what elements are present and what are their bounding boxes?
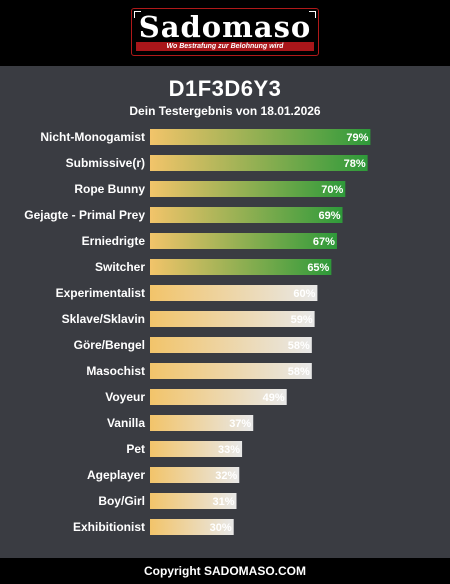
chart-row: Rope Bunny 70% [74, 181, 346, 197]
logo-corner-ornament [134, 11, 141, 18]
result-bar-chart: Nicht-Monogamist 79% Submissive(r) 78% Rope … [24, 129, 371, 535]
category-label: Experimentalist [56, 286, 145, 300]
bar [150, 415, 254, 431]
bar [150, 337, 312, 353]
sadomaso-logo[interactable]: Sadomaso Wo Bestrafung zur Belohnung wir… [131, 8, 319, 56]
value-label: 65% [307, 262, 329, 274]
value-label: 31% [212, 496, 234, 508]
category-label: Göre/Bengel [74, 338, 145, 352]
category-label: Sklave/Sklavin [62, 312, 145, 326]
bar [150, 519, 234, 535]
bar [150, 259, 332, 275]
value-label: 79% [346, 132, 368, 144]
chart-row: Ageplayer 32% [87, 467, 240, 483]
chart-row: Masochist 58% [86, 363, 312, 379]
chart-row: Gejagte - Primal Prey 69% [24, 207, 343, 223]
value-label: 78% [344, 158, 366, 170]
site-footer: Copyright SADOMASO.COM [0, 558, 450, 584]
bar [150, 155, 368, 171]
chart-row: Boy/Girl 31% [98, 493, 237, 509]
bar [150, 129, 371, 145]
value-label: 59% [291, 314, 313, 326]
bar [150, 363, 312, 379]
value-label: 58% [288, 366, 310, 378]
bar [150, 441, 243, 457]
chart-row: Pet 33% [126, 441, 243, 457]
value-label: 37% [229, 418, 251, 430]
bar [150, 207, 343, 223]
logo-corner-ornament [309, 11, 316, 18]
category-label: Boy/Girl [98, 494, 145, 508]
category-label: Pet [126, 442, 145, 456]
chart-row: Exhibitionist 30% [73, 519, 234, 535]
value-label: 30% [210, 522, 232, 534]
value-label: 67% [313, 236, 335, 248]
value-label: 70% [321, 184, 343, 196]
chart-row: Sklave/Sklavin 59% [62, 311, 315, 327]
category-label: Masochist [86, 364, 145, 378]
category-label: Voyeur [105, 390, 145, 404]
bar [150, 311, 315, 327]
result-title: D1F3D6Y3 [168, 76, 282, 101]
logo-tagline: Wo Bestrafung zur Belohnung wird [136, 42, 314, 51]
value-label: 60% [293, 288, 315, 300]
category-label: Rope Bunny [74, 182, 145, 196]
value-label: 58% [288, 340, 310, 352]
category-label: Submissive(r) [66, 156, 145, 170]
chart-row: Nicht-Monogamist 79% [40, 129, 371, 145]
category-label: Switcher [95, 260, 145, 274]
value-label: 32% [215, 470, 237, 482]
value-label: 33% [218, 444, 240, 456]
chart-row: Switcher 65% [95, 259, 332, 275]
chart-row: Vanilla 37% [107, 415, 254, 431]
category-label: Exhibitionist [73, 520, 145, 534]
chart-row: Göre/Bengel 58% [74, 337, 312, 353]
category-label: Erniedrigte [82, 234, 146, 248]
bar [150, 285, 318, 301]
chart-row: Erniedrigte 67% [82, 233, 337, 249]
value-label: 69% [318, 210, 340, 222]
bar [150, 233, 337, 249]
result-subtitle: Dein Testergebnis von 18.01.2026 [129, 104, 321, 118]
category-label: Nicht-Monogamist [40, 130, 145, 144]
category-label: Vanilla [107, 416, 145, 430]
bar [150, 389, 287, 405]
category-label: Ageplayer [87, 468, 145, 482]
value-label: 49% [263, 392, 285, 404]
logo-wordmark: Sadomaso [138, 10, 312, 44]
bar [150, 467, 240, 483]
bar [150, 493, 237, 509]
site-header: Sadomaso Wo Bestrafung zur Belohnung wir… [0, 0, 450, 66]
category-label: Gejagte - Primal Prey [24, 208, 145, 222]
bar [150, 181, 346, 197]
chart-row: Experimentalist 60% [56, 285, 318, 301]
chart-row: Voyeur 49% [105, 389, 287, 405]
chart-row: Submissive(r) 78% [66, 155, 368, 171]
